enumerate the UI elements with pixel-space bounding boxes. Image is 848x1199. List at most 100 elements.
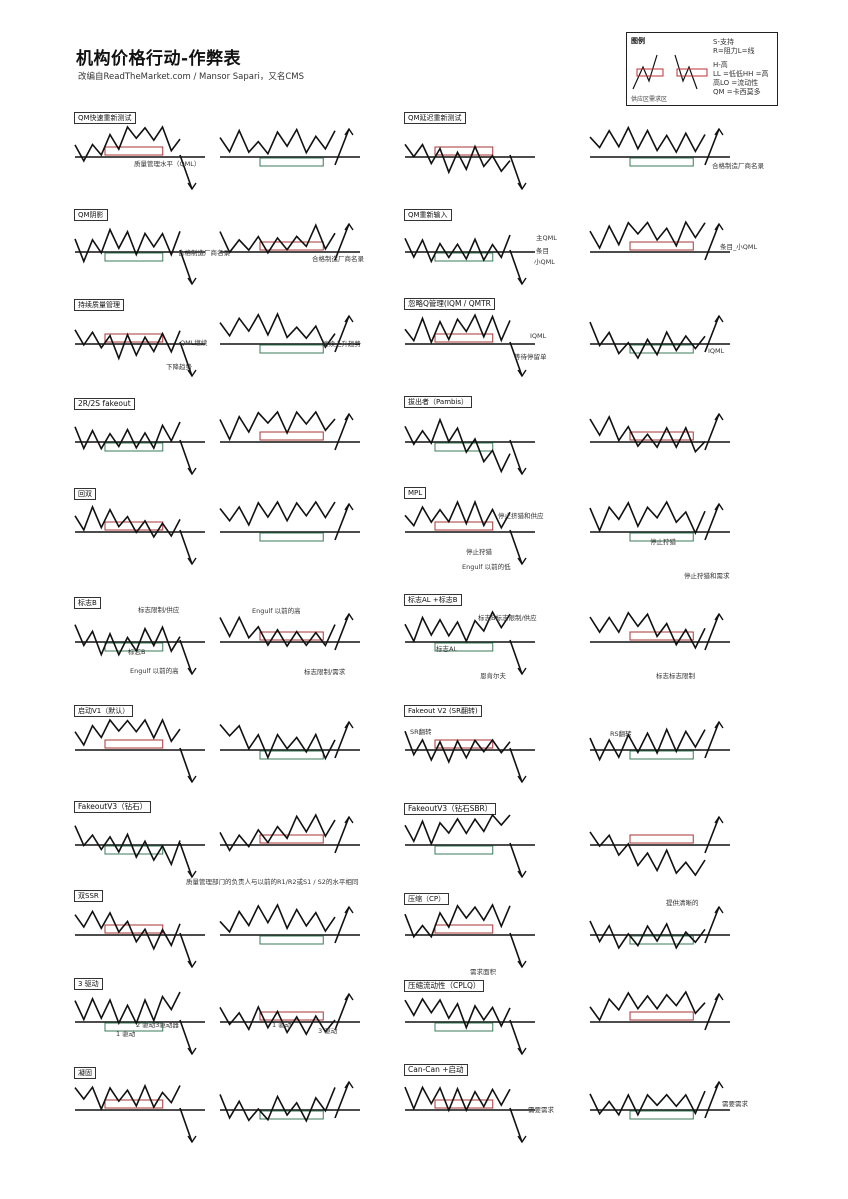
section-label: 回双 xyxy=(74,488,96,500)
price-path xyxy=(219,723,336,761)
note-qml-continue: QML继续 xyxy=(180,339,208,347)
note-engulf: Engulf 以前的低 xyxy=(462,563,511,571)
trend-line xyxy=(509,1019,523,1055)
price-path xyxy=(219,223,336,255)
trend-line xyxy=(704,503,720,541)
arrow-head xyxy=(517,557,527,566)
demand-zone xyxy=(434,252,494,262)
arrow-head xyxy=(187,870,197,879)
trend-line xyxy=(509,842,523,878)
trend-line xyxy=(334,503,350,541)
demand-zone xyxy=(104,1022,164,1032)
arrow-head xyxy=(714,127,724,136)
trend-line xyxy=(179,341,193,377)
section-label: 标志B xyxy=(74,597,101,609)
page-title: 机构价格行动-作弊表 xyxy=(76,49,242,69)
price-path xyxy=(219,1005,336,1036)
note-drive1: 1 驱动 xyxy=(272,1021,292,1029)
section-label: Can-Can +启动 xyxy=(404,1064,468,1076)
trend-line xyxy=(179,747,193,783)
trend-line xyxy=(704,1081,720,1119)
note-qm-manufacturer: 合格制造厂商名录 xyxy=(312,255,364,263)
legend-line-5: 高LO =流动性 xyxy=(713,79,759,87)
arrow-head xyxy=(714,992,724,1001)
trend-line xyxy=(704,993,720,1031)
arrow-head xyxy=(187,182,197,191)
demand-zone xyxy=(629,532,694,542)
supply-zone xyxy=(434,333,494,343)
section-label: 双SSR xyxy=(74,890,103,902)
arrow-head xyxy=(344,815,354,824)
price-path xyxy=(589,990,706,1022)
arrow-head xyxy=(344,612,354,621)
price-path xyxy=(404,143,511,175)
supply-zone xyxy=(629,834,694,844)
trend-line xyxy=(704,413,720,451)
trend-line xyxy=(509,341,523,377)
trend-line xyxy=(179,639,193,675)
section-label: QM重新输入 xyxy=(404,209,452,221)
demand-zone xyxy=(629,157,694,167)
arrow-head xyxy=(517,277,527,286)
trend-line xyxy=(179,1107,193,1143)
note-strip-mini: 条目_小QML xyxy=(720,243,758,251)
note-mark-supply: 标志限制/供应 xyxy=(138,606,180,614)
trend-line xyxy=(704,128,720,166)
section-label: Fakeout V2 (SR翻转) xyxy=(404,705,482,717)
section-label: 压缩（CP） xyxy=(404,893,450,905)
price-path xyxy=(589,920,706,950)
price-path xyxy=(404,1085,511,1113)
demand-zone xyxy=(259,1110,324,1120)
legend-line-3: H-高 xyxy=(713,61,728,69)
supply-zone xyxy=(259,1011,324,1021)
arrow-head xyxy=(344,502,354,511)
note-stop-demand: 停止狩猎和需求 xyxy=(684,572,730,580)
arrow-head xyxy=(344,412,354,421)
arrow-head xyxy=(344,1080,354,1089)
price-path xyxy=(404,610,511,644)
arrow-head xyxy=(517,1135,527,1144)
note-rs-flip: RS翻转 xyxy=(610,730,632,738)
trend-line xyxy=(334,906,350,944)
note-engulf-r: Engulf 以前的高 xyxy=(252,607,301,615)
price-path xyxy=(74,1083,181,1112)
section-label: MPL xyxy=(404,487,427,499)
price-path xyxy=(74,624,181,657)
supply-zone xyxy=(434,924,494,934)
price-path xyxy=(589,321,706,360)
price-path xyxy=(404,903,511,939)
section-label: 拔出者（Pambis） xyxy=(404,396,473,408)
supply-zone xyxy=(104,924,164,934)
price-path xyxy=(589,611,706,650)
demand-zone xyxy=(259,344,324,354)
supply-zone xyxy=(629,431,694,441)
arrow-head xyxy=(517,775,527,784)
price-path xyxy=(74,125,181,163)
section-label: QM阴影 xyxy=(74,209,108,221)
price-path xyxy=(404,997,511,1030)
price-path xyxy=(74,329,181,361)
note-stop-supply: 停止挤猎和供应 xyxy=(498,512,544,520)
arrow-head xyxy=(517,960,527,969)
note-entry: 条目 xyxy=(536,247,549,255)
price-path xyxy=(404,499,511,530)
note-demand-area: 需求面积 xyxy=(470,968,496,976)
demand-zone xyxy=(434,442,494,452)
note-qm-manufacturer: 合格制造厂商名录 xyxy=(178,249,230,257)
price-path xyxy=(404,417,511,474)
arrow-head xyxy=(187,667,197,676)
price-path xyxy=(74,825,181,867)
trend-line xyxy=(179,529,193,565)
supply-zone xyxy=(434,1099,494,1109)
supply-zone xyxy=(259,834,324,844)
price-path xyxy=(74,504,181,539)
arrow-head xyxy=(714,1080,724,1089)
supply-zone xyxy=(434,521,494,531)
arrow-head xyxy=(344,720,354,729)
legend-line-4: LL =低低HH =高 xyxy=(713,70,769,78)
trend-line xyxy=(704,315,720,353)
note-sr-flip: SR翻转 xyxy=(410,728,432,736)
demand-zone xyxy=(259,532,324,542)
supply-zone xyxy=(104,333,164,343)
note-mark-al: 标志AL xyxy=(436,645,458,653)
